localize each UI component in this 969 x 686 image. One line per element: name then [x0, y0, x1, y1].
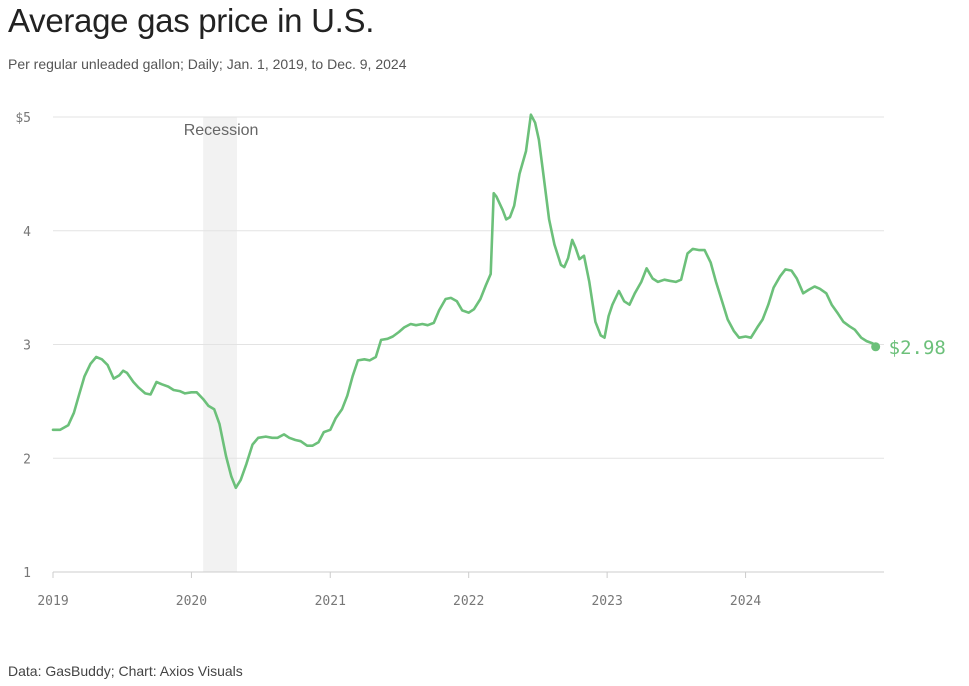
- y-tick-label: $5: [15, 111, 31, 126]
- line-layer: [51, 113, 881, 490]
- label-layer: Recession $2.98: [184, 122, 946, 359]
- end-value-label: $2.98: [889, 337, 946, 359]
- y-tick-label: 1: [23, 566, 31, 581]
- x-tick-label: 2022: [453, 594, 484, 609]
- y-tick-label: 4: [23, 225, 31, 240]
- y-tick-label: 2: [23, 452, 31, 467]
- x-tick-label: 2024: [730, 594, 761, 609]
- x-tick-label: 2021: [315, 594, 346, 609]
- chart-subtitle: Per regular unleaded gallon; Daily; Jan.…: [8, 56, 407, 72]
- x-tick-label: 2019: [37, 594, 68, 609]
- price-series-line: [51, 113, 877, 490]
- x-tick-label: 2023: [591, 594, 622, 609]
- y-tick-label: 3: [23, 339, 31, 354]
- chart-title: Average gas price in U.S.: [8, 2, 375, 39]
- x-tick-label: 2020: [176, 594, 207, 609]
- end-point-marker: [871, 342, 881, 352]
- recession-label: Recession: [184, 122, 259, 139]
- grid-layer: [53, 116, 884, 573]
- source-note: Data: GasBuddy; Chart: Axios Visuals: [8, 663, 243, 679]
- axis-layer: 1 2 3 4 $5 2019 2020 2021 2022 2023 2024: [15, 111, 761, 609]
